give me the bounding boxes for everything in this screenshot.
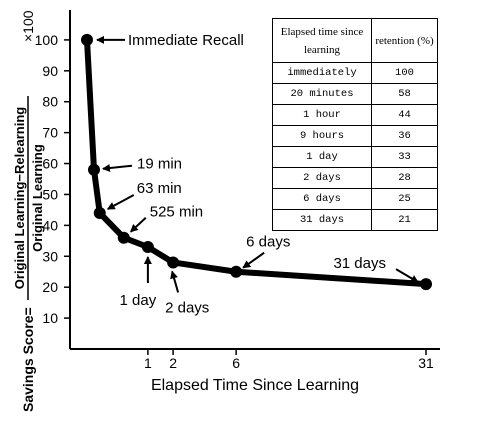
y-tick-label: 20 (42, 279, 58, 295)
data-point (87, 163, 100, 176)
data-point (81, 33, 93, 46)
data-point (420, 278, 432, 291)
table-row: 9 hours 36 (272, 125, 438, 147)
retention-table: Elapsed time since learning retention (%)… (272, 18, 438, 231)
curve (84, 36, 429, 288)
table-cell: 1 day (272, 146, 372, 168)
table-cell: 9 hours (272, 125, 372, 147)
table-row: 31 days 21 (272, 209, 438, 231)
y-label-denominator: Original Learning (30, 144, 45, 252)
x-axis-label: Elapsed Time Since Learning (151, 377, 359, 394)
annotation-arrow (102, 164, 133, 172)
table-row: 20 minutes 58 (272, 83, 438, 105)
annotation: 525 min (150, 204, 203, 221)
table-cell: 28 (371, 167, 438, 189)
y-tick-label: 100 (35, 32, 59, 48)
x-tick-label: 31 (418, 355, 434, 371)
table-cell: 25 (371, 188, 438, 210)
x-tick-label: 1 (144, 355, 152, 371)
table-header-row: Elapsed time since learning retention (%) (272, 18, 438, 63)
y-tick-label: 70 (42, 125, 58, 141)
annotation: 6 days (246, 234, 290, 251)
y-tick-label: 30 (42, 248, 58, 264)
annotation: 63 min (137, 180, 182, 197)
data-point (117, 231, 130, 244)
annotation: 1 day (120, 292, 157, 309)
table-row: 1 hour 44 (272, 104, 438, 126)
table-cell: 20 minutes (272, 83, 372, 105)
annotation-arrow (242, 251, 265, 269)
annotation: Immediate Recall (128, 32, 244, 49)
table-cell: 33 (371, 146, 438, 168)
annotation: 2 days (165, 299, 209, 316)
table-cell: 58 (371, 83, 438, 105)
table-header-cell: retention (%) (371, 18, 438, 63)
annotation-arrow (395, 268, 419, 283)
table-cell: 1 hour (272, 104, 372, 126)
y-tick-label: 10 (42, 310, 58, 326)
data-point (93, 207, 106, 219)
table-header-cell: Elapsed time since learning (272, 18, 372, 63)
table-row: 6 days 25 (272, 188, 438, 210)
table-row: immediately 100 (272, 62, 438, 84)
table-row: 1 day 33 (272, 146, 438, 168)
data-point (230, 265, 243, 278)
y-label-suffix: ×100 (20, 10, 36, 42)
data-point (141, 241, 154, 253)
table-cell: 100 (371, 62, 438, 84)
table-cell: 6 days (272, 188, 372, 210)
annotation: 31 days (333, 255, 386, 272)
y-label-numerator: Original Learning−Relearning (12, 107, 27, 289)
annotation-arrow (130, 216, 147, 233)
y-tick-label: 40 (42, 217, 58, 233)
y-tick-label: 50 (42, 186, 58, 202)
table-cell: 44 (371, 104, 438, 126)
y-tick-label: 80 (42, 94, 58, 110)
data-point (167, 256, 180, 269)
table-cell: 31 days (272, 209, 372, 231)
annotation-arrow (170, 270, 180, 293)
table-cell: 36 (371, 125, 438, 147)
x-tick-label: 6 (232, 355, 240, 371)
table-row: 2 days 28 (272, 167, 438, 189)
table-cell: 2 days (272, 167, 372, 189)
table-cell: immediately (272, 62, 372, 84)
x-tick-label: 2 (169, 355, 177, 371)
y-label-prefix: Savings Score= (20, 307, 36, 412)
annotation-arrow (106, 194, 135, 210)
annotation: 19 min (137, 156, 182, 173)
y-tick-label: 60 (42, 156, 58, 172)
y-axis-label: Savings Score= Original Learning−Relearn… (12, 10, 45, 412)
table-cell: 21 (371, 209, 438, 231)
y-tick-label: 90 (42, 63, 58, 79)
